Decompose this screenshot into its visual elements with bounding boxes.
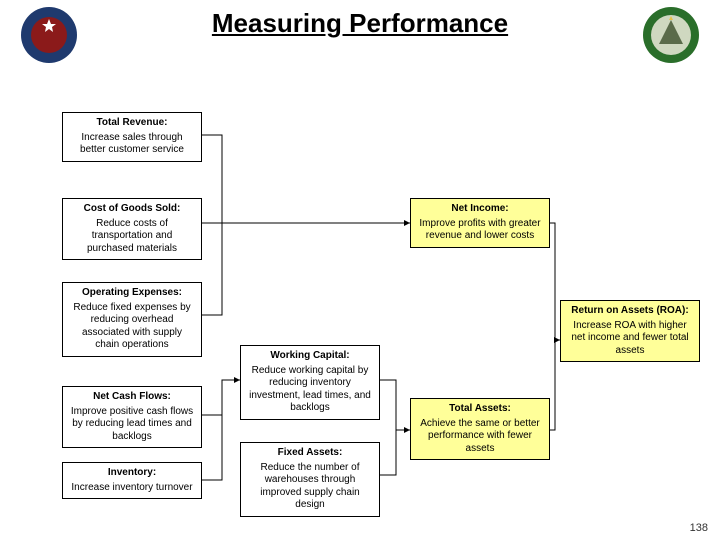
box-title: Return on Assets (ROA): [567,305,693,318]
box-body: Improve profits with greater revenue and… [419,218,540,242]
box-body: Achieve the same or better performance w… [420,418,540,454]
box-title: Total Revenue: [69,117,195,130]
box-body: Increase sales through better customer s… [80,132,184,156]
box-title: Cost of Goods Sold: [69,203,195,216]
box-body: Increase inventory turnover [71,482,192,493]
box-fixed-assets: Fixed Assets: Reduce the number of wareh… [240,442,380,517]
box-body: Reduce costs of transportation and purch… [87,218,177,254]
box-opex: Operating Expenses: Reduce fixed expense… [62,282,202,357]
box-title: Inventory: [69,467,195,480]
box-net-income: Net Income: Improve profits with greater… [410,198,550,248]
box-body: Reduce fixed expenses by reducing overhe… [73,302,190,351]
box-title: Operating Expenses: [69,287,195,300]
box-inventory: Inventory: Increase inventory turnover [62,462,202,499]
box-ncf: Net Cash Flows: Improve positive cash fl… [62,386,202,448]
box-total-assets: Total Assets: Achieve the same or better… [410,398,550,460]
page-title: Measuring Performance [212,8,508,39]
box-title: Total Assets: [417,403,543,416]
box-roa: Return on Assets (ROA): Increase ROA wit… [560,300,700,362]
box-title: Net Income: [417,203,543,216]
box-total-revenue: Total Revenue: Increase sales through be… [62,112,202,162]
box-body: Improve positive cash flows by reducing … [71,406,193,442]
box-body: Reduce the number of warehouses through … [260,462,360,511]
box-title: Fixed Assets: [247,447,373,460]
box-working-capital: Working Capital: Reduce working capital … [240,345,380,420]
box-title: Net Cash Flows: [69,391,195,404]
box-body: Increase ROA with higher net income and … [571,320,688,356]
box-title: Working Capital: [247,350,373,363]
box-cogs: Cost of Goods Sold: Reduce costs of tran… [62,198,202,260]
box-body: Reduce working capital by reducing inven… [249,365,371,414]
page-number: 138 [690,522,708,534]
